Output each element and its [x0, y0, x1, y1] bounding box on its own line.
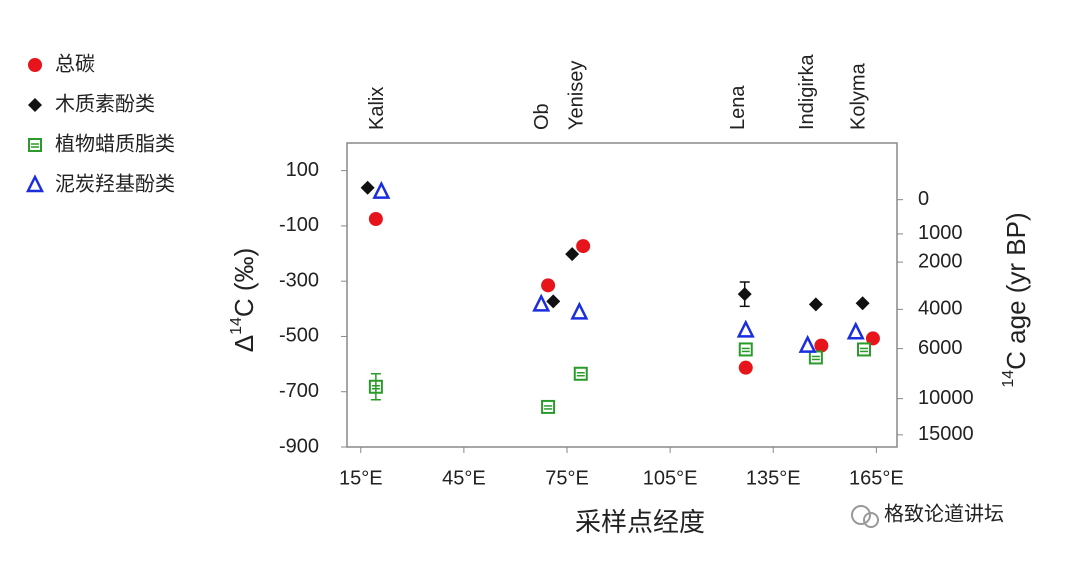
legend-marker — [28, 58, 42, 72]
marker — [865, 331, 880, 346]
y-tick-label: -900 — [279, 435, 319, 457]
marker — [368, 212, 383, 226]
y2-tick-label: 0 — [918, 188, 929, 210]
marker — [546, 294, 561, 309]
y2-axis-label: 14C age (yr BP) — [1000, 212, 1031, 387]
x-tick-label: 105°E — [643, 467, 698, 489]
x2-tick-label: Ob — [531, 103, 553, 130]
x2-tick-label: Indigirka — [796, 54, 818, 130]
x-tick-label: 165°E — [849, 467, 904, 489]
marker — [565, 247, 580, 262]
marker — [857, 342, 871, 357]
marker — [738, 360, 753, 375]
x2-tick-label: Lena — [727, 85, 749, 130]
marker — [738, 342, 753, 357]
x-tick-label: 135°E — [746, 467, 801, 489]
y-label-prefix: Δ — [229, 335, 259, 352]
y-tick-label: 100 — [286, 159, 319, 181]
legend-marker — [25, 174, 45, 193]
plot-frame — [346, 142, 898, 448]
x-axis-label: 采样点经度 — [575, 507, 705, 537]
y2-tick-label: 4000 — [918, 298, 963, 320]
marker — [360, 180, 375, 195]
marker-box — [541, 399, 556, 414]
legend-label: 木质素酚类 — [55, 92, 155, 115]
y2-label-sup: 14 — [1000, 370, 1017, 388]
y2-tick-label: 1000 — [918, 222, 963, 244]
marker — [576, 239, 591, 254]
y2-tick-label: 10000 — [918, 387, 974, 409]
marker — [541, 278, 556, 293]
marker — [808, 297, 823, 312]
marker-box — [857, 342, 871, 357]
marker — [736, 319, 755, 338]
marker — [737, 287, 752, 302]
y2-label-suffix: C age (yr BP) — [1001, 212, 1031, 370]
marker-box — [28, 138, 42, 152]
legend-label: 总碳 — [55, 52, 95, 75]
marker — [532, 293, 551, 312]
y-tick-label: -700 — [279, 380, 319, 402]
x-tick-label: 75°E — [545, 467, 589, 489]
y-label-suffix: C (‰) — [229, 248, 259, 317]
y-tick-label: -300 — [279, 269, 319, 291]
marker — [368, 379, 383, 394]
y2-tick-label: 15000 — [918, 423, 974, 445]
y2-tick-label: 6000 — [918, 337, 963, 359]
x2-tick-label: Kolyma — [847, 62, 869, 130]
marker-box — [808, 350, 823, 365]
marker — [855, 296, 870, 311]
marker — [573, 366, 588, 381]
marker — [372, 180, 391, 199]
x-tick-label: 45°E — [442, 467, 486, 489]
legend-label: 植物蜡质脂类 — [55, 132, 175, 155]
legend-label: 泥炭羟基酚类 — [55, 172, 175, 195]
x2-tick-label: Yenisey — [566, 61, 588, 130]
y2-tick-label: 2000 — [918, 250, 963, 272]
marker-box — [368, 379, 383, 394]
marker — [814, 338, 829, 353]
marker — [846, 321, 865, 340]
legend-marker — [28, 138, 42, 152]
x2-tick-label: Kalix — [366, 87, 388, 130]
marker — [570, 301, 589, 320]
marker — [798, 334, 817, 353]
marker — [541, 399, 556, 414]
error-bar — [370, 373, 381, 401]
x-tick-label: 15°E — [339, 467, 383, 489]
watermark-icon — [851, 505, 879, 528]
marker — [808, 350, 823, 365]
marker-box — [573, 366, 588, 381]
y-tick-label: -500 — [279, 325, 319, 347]
y-label-sup: 14 — [228, 317, 245, 335]
watermark: 格致论道讲坛 — [884, 502, 1004, 525]
marker-box — [738, 342, 753, 357]
legend-marker — [28, 98, 42, 112]
y-axis-label: Δ14C (‰) — [228, 248, 259, 353]
y-tick-label: -100 — [279, 214, 319, 236]
